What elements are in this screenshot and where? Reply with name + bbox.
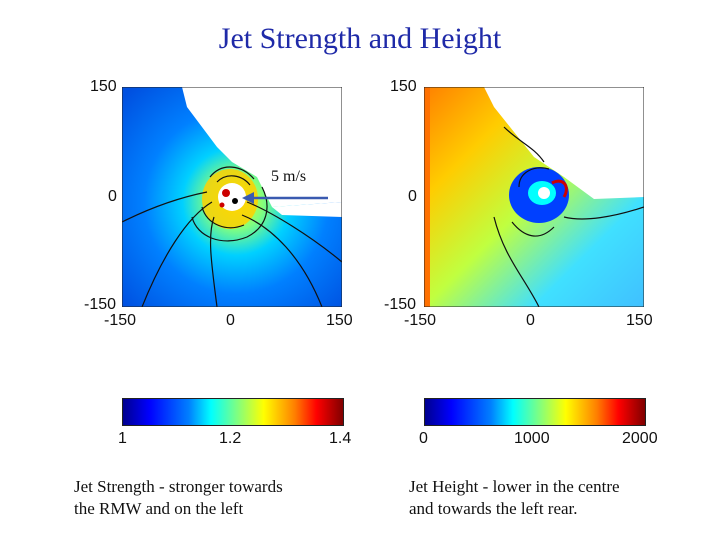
left-cbar-tick-min: 1 xyxy=(118,430,127,447)
left-ytick-top: 150 xyxy=(90,78,117,95)
left-caption-line1: Jet Strength - stronger towards xyxy=(74,477,283,496)
left-cbar-tick-mid: 1.2 xyxy=(219,430,242,447)
right-caption: Jet Height - lower in the centre and tow… xyxy=(409,476,620,520)
jet-height-colorbar xyxy=(424,398,646,426)
left-ytick-mid: 0 xyxy=(108,188,117,205)
left-caption-line2: the RMW and on the left xyxy=(74,499,244,518)
right-cbar-tick-min: 0 xyxy=(419,430,428,447)
right-caption-line1: Jet Height - lower in the centre xyxy=(409,477,620,496)
right-xtick-right: 150 xyxy=(626,312,653,329)
right-ytick-mid: 0 xyxy=(408,188,417,205)
left-caption: Jet Strength - stronger towards the RMW … xyxy=(74,476,283,520)
right-cbar-tick-max: 2000 xyxy=(622,430,658,447)
jet-height-map xyxy=(424,87,644,307)
left-cbar-tick-max: 1.4 xyxy=(329,430,352,447)
right-xtick-mid: 0 xyxy=(526,312,535,329)
contour-lines xyxy=(122,166,342,307)
jet-strength-colorbar xyxy=(122,398,344,426)
right-caption-line2: and towards the left rear. xyxy=(409,499,578,518)
page-title: Jet Strength and Height xyxy=(218,22,502,55)
left-xtick-right: 150 xyxy=(326,312,353,329)
no-data-region xyxy=(484,87,644,199)
contour-lines xyxy=(493,126,644,307)
right-ytick-top: 150 xyxy=(390,78,417,95)
arrow-label: 5 m/s xyxy=(271,168,307,185)
right-xtick-left: -150 xyxy=(404,312,437,329)
wind-arrow xyxy=(242,192,328,204)
right-ytick-bottom: -150 xyxy=(384,296,417,313)
left-xtick-left: -150 xyxy=(104,312,137,329)
left-ytick-bottom: -150 xyxy=(84,296,117,313)
left-xtick-mid: 0 xyxy=(226,312,235,329)
no-data-region xyxy=(182,87,342,207)
right-cbar-tick-mid: 1000 xyxy=(514,430,550,447)
